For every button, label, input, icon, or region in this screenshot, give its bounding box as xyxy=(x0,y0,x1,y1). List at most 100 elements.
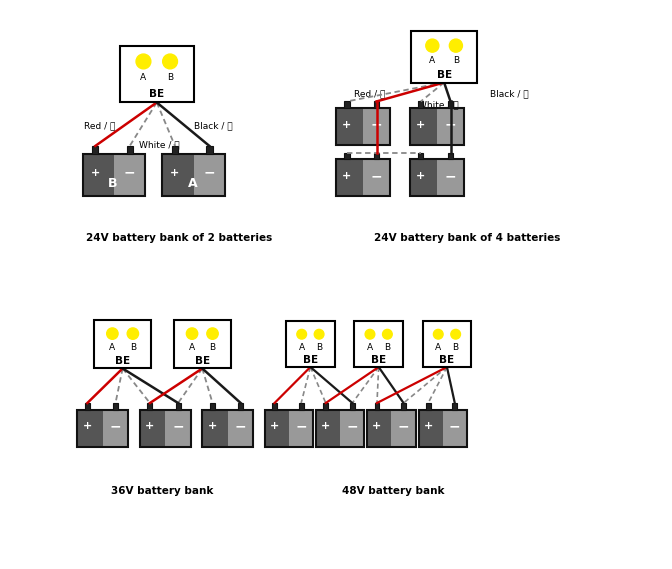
Text: +: + xyxy=(145,421,155,431)
Text: A: A xyxy=(110,343,116,352)
Text: −: − xyxy=(445,118,456,132)
Text: −: − xyxy=(124,166,136,180)
Text: Red / 红: Red / 红 xyxy=(354,89,386,98)
FancyBboxPatch shape xyxy=(120,46,194,102)
Circle shape xyxy=(186,328,198,339)
Text: −: − xyxy=(172,419,184,434)
FancyBboxPatch shape xyxy=(336,108,363,145)
Text: +: + xyxy=(91,168,100,178)
Text: +: + xyxy=(416,119,425,130)
Circle shape xyxy=(433,329,443,339)
FancyBboxPatch shape xyxy=(265,410,289,447)
FancyBboxPatch shape xyxy=(418,101,423,108)
Text: BE: BE xyxy=(115,356,130,366)
Circle shape xyxy=(136,54,151,69)
Text: +: + xyxy=(423,421,433,431)
FancyBboxPatch shape xyxy=(323,403,328,410)
Text: +: + xyxy=(321,421,331,431)
FancyBboxPatch shape xyxy=(174,320,230,369)
FancyBboxPatch shape xyxy=(210,403,215,410)
FancyBboxPatch shape xyxy=(316,410,340,447)
Text: B: B xyxy=(316,343,322,352)
FancyBboxPatch shape xyxy=(437,108,464,145)
Text: 24V battery bank of 2 batteries: 24V battery bank of 2 batteries xyxy=(87,233,273,244)
Text: B: B xyxy=(130,343,136,352)
Text: B: B xyxy=(384,343,390,352)
Text: +: + xyxy=(372,421,382,431)
Text: −: − xyxy=(371,118,382,132)
FancyBboxPatch shape xyxy=(437,159,464,196)
FancyBboxPatch shape xyxy=(336,159,363,196)
Text: +: + xyxy=(342,171,351,181)
Text: −: − xyxy=(398,419,409,434)
FancyBboxPatch shape xyxy=(172,146,178,154)
Circle shape xyxy=(163,54,177,69)
FancyBboxPatch shape xyxy=(392,410,416,447)
Text: +: + xyxy=(170,168,179,178)
FancyBboxPatch shape xyxy=(228,410,253,447)
FancyBboxPatch shape xyxy=(448,101,453,108)
Text: B: B xyxy=(167,73,173,82)
Text: B: B xyxy=(453,343,459,352)
FancyBboxPatch shape xyxy=(113,403,118,410)
FancyBboxPatch shape xyxy=(103,410,128,447)
FancyBboxPatch shape xyxy=(410,159,437,196)
FancyBboxPatch shape xyxy=(85,403,90,410)
Text: −: − xyxy=(371,169,382,183)
Text: −: − xyxy=(445,169,456,183)
Text: −: − xyxy=(235,419,247,434)
Circle shape xyxy=(450,39,462,52)
Text: +: + xyxy=(342,119,351,130)
FancyBboxPatch shape xyxy=(77,410,103,447)
FancyBboxPatch shape xyxy=(92,146,98,154)
FancyBboxPatch shape xyxy=(410,108,437,145)
FancyBboxPatch shape xyxy=(448,152,453,159)
FancyBboxPatch shape xyxy=(194,154,225,196)
FancyBboxPatch shape xyxy=(374,403,380,410)
FancyBboxPatch shape xyxy=(344,101,349,108)
Text: A: A xyxy=(187,177,198,190)
Text: +: + xyxy=(83,421,92,431)
FancyBboxPatch shape xyxy=(452,403,457,410)
Text: BE: BE xyxy=(437,70,452,80)
FancyBboxPatch shape xyxy=(355,321,403,367)
FancyBboxPatch shape xyxy=(286,321,335,367)
FancyBboxPatch shape xyxy=(238,403,243,410)
FancyBboxPatch shape xyxy=(147,403,153,410)
FancyBboxPatch shape xyxy=(363,108,390,145)
Text: BE: BE xyxy=(149,89,165,99)
FancyBboxPatch shape xyxy=(401,403,406,410)
Text: BE: BE xyxy=(371,355,386,365)
FancyBboxPatch shape xyxy=(272,403,277,410)
Text: Black / 黑: Black / 黑 xyxy=(194,122,233,131)
Text: Black / 黑: Black / 黑 xyxy=(491,89,529,98)
Text: BE: BE xyxy=(303,355,318,365)
Text: B: B xyxy=(210,343,216,352)
Circle shape xyxy=(451,329,460,339)
FancyBboxPatch shape xyxy=(83,154,114,196)
FancyBboxPatch shape xyxy=(419,410,443,447)
Text: BE: BE xyxy=(195,356,210,366)
Text: 36V battery bank: 36V battery bank xyxy=(112,486,214,497)
Text: 48V battery bank: 48V battery bank xyxy=(341,486,444,497)
Text: A: A xyxy=(367,343,373,352)
FancyBboxPatch shape xyxy=(175,403,181,410)
Circle shape xyxy=(107,328,118,339)
Circle shape xyxy=(297,329,306,339)
Text: −: − xyxy=(110,419,122,434)
Text: −: − xyxy=(204,166,215,180)
FancyBboxPatch shape xyxy=(140,410,165,447)
Text: +: + xyxy=(270,421,279,431)
Circle shape xyxy=(365,329,375,339)
Text: B: B xyxy=(453,56,459,65)
FancyBboxPatch shape xyxy=(374,101,379,108)
Text: −: − xyxy=(347,419,358,434)
FancyBboxPatch shape xyxy=(363,159,390,196)
FancyBboxPatch shape xyxy=(350,403,355,410)
FancyBboxPatch shape xyxy=(374,152,379,159)
FancyBboxPatch shape xyxy=(411,31,477,83)
FancyBboxPatch shape xyxy=(114,154,145,196)
Text: Red / 红: Red / 红 xyxy=(84,122,116,131)
Text: A: A xyxy=(429,56,435,65)
Text: −: − xyxy=(295,419,307,434)
